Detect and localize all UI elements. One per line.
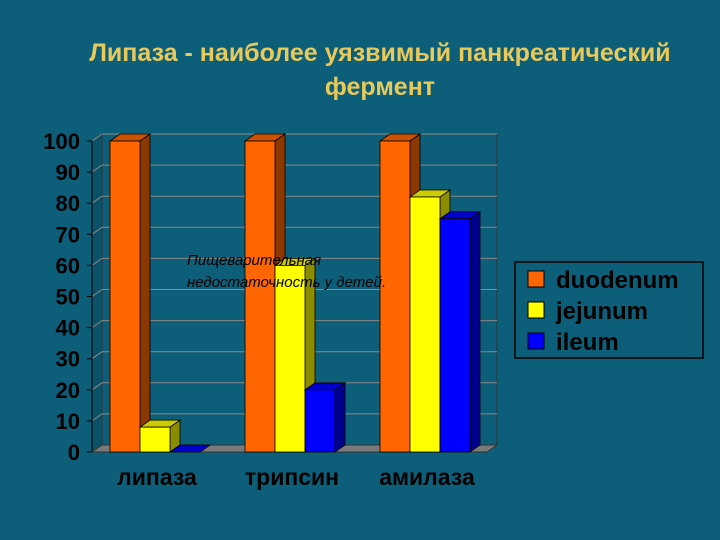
bar <box>303 382 347 453</box>
y-tick-label: 60 <box>56 253 80 278</box>
y-tick-label: 20 <box>56 378 80 403</box>
category-labels: липаза трипсин амилаза <box>117 464 475 490</box>
legend-swatch <box>527 332 545 350</box>
legend-swatch <box>527 270 545 288</box>
bar <box>168 444 212 453</box>
title-line-2: фермент <box>324 73 436 101</box>
bar-side <box>334 382 346 453</box>
bar-front <box>439 218 471 453</box>
gridline <box>91 382 497 391</box>
title-line-1: Липаза - наиболее уязвимый панкреатическ… <box>89 39 671 67</box>
bar <box>108 133 152 453</box>
annotation-line-2: недостаточность у детей. <box>187 274 386 291</box>
legend-label: duodenum <box>556 267 679 294</box>
slide-title: Липаза - наиболее уязвимый панкреатическ… <box>40 36 720 104</box>
y-tick-label: 10 <box>56 409 80 434</box>
bar-front <box>244 140 276 453</box>
legend-label: ileum <box>556 329 619 356</box>
bar-front <box>304 389 336 453</box>
legend-swatch <box>527 301 545 319</box>
y-tick-label: 30 <box>56 347 80 372</box>
gridline <box>91 226 497 235</box>
y-tick-label: 100 <box>43 129 80 154</box>
annotation-line-1: Пищеварительная <box>187 252 321 269</box>
category-label: трипсин <box>245 464 339 490</box>
bar-front <box>139 426 171 453</box>
y-tick-label: 0 <box>68 440 80 465</box>
y-tick-label: 50 <box>56 285 80 310</box>
gridline <box>91 289 497 297</box>
gridline <box>91 257 497 266</box>
gridline <box>91 133 497 142</box>
bar <box>138 419 182 453</box>
y-tick-label: 40 <box>56 316 80 341</box>
gridline <box>91 413 497 422</box>
bar-front <box>109 140 141 453</box>
gridline <box>91 195 497 204</box>
category-label: амилаза <box>379 464 475 490</box>
bar-side <box>469 210 481 453</box>
gridline <box>91 320 497 329</box>
gridline <box>91 351 497 360</box>
annotation: Пищеварительная недостаточность у детей. <box>187 252 386 291</box>
bar-front <box>274 264 306 453</box>
y-tick-label: 70 <box>56 222 80 247</box>
y-axis: 0 10 20 30 40 50 60 70 80 90 100 <box>43 129 93 465</box>
bar-top <box>168 444 212 453</box>
category-label: липаза <box>117 464 197 490</box>
bars <box>108 133 482 453</box>
bar <box>438 210 482 453</box>
bar-front <box>409 196 441 453</box>
bar-side <box>139 133 151 453</box>
legend: duodenum jejunum ileum <box>514 261 704 359</box>
gridline <box>91 164 497 173</box>
bar-front <box>379 140 411 453</box>
legend-label: jejunum <box>555 298 648 325</box>
legend-box <box>514 261 704 359</box>
y-tick-label: 90 <box>56 160 80 185</box>
y-tick-label: 80 <box>56 191 80 216</box>
